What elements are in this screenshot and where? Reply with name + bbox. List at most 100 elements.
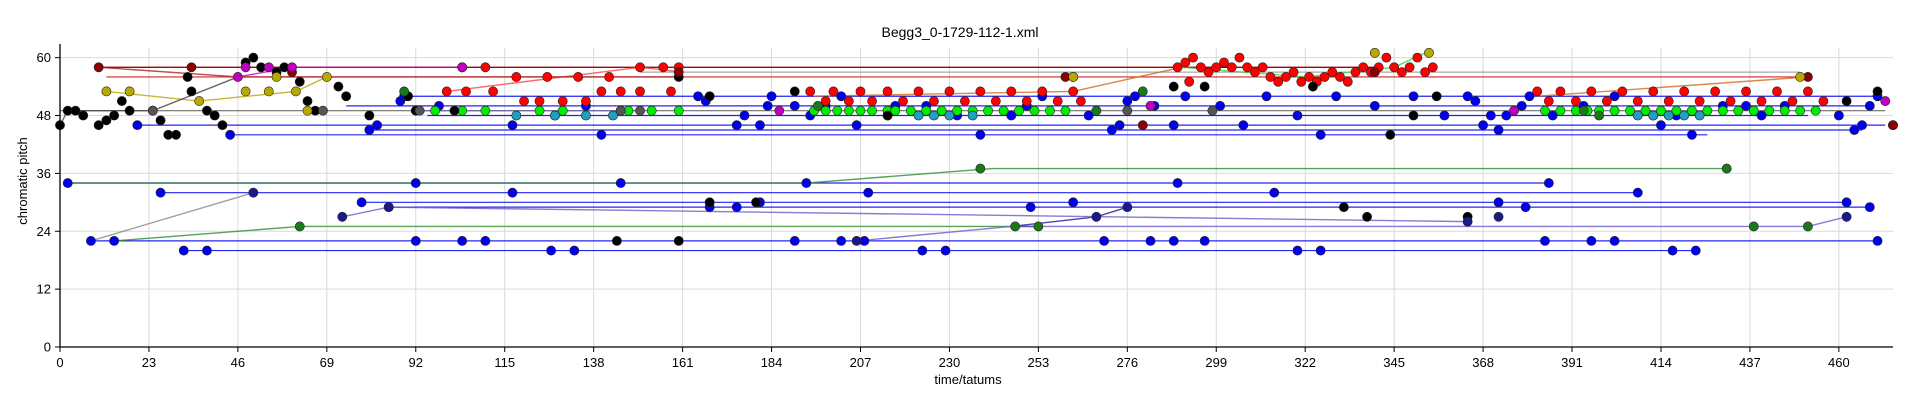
data-point xyxy=(480,105,491,116)
data-point xyxy=(287,62,297,73)
data-point xyxy=(480,236,491,246)
data-point xyxy=(1439,110,1450,121)
data-point xyxy=(364,125,375,135)
data-point xyxy=(1060,105,1071,116)
data-point xyxy=(116,96,127,106)
data-point xyxy=(124,105,135,116)
data-point xyxy=(1578,105,1589,116)
data-point xyxy=(550,110,560,121)
data-point xyxy=(1257,62,1268,73)
data-point xyxy=(1431,91,1442,102)
data-point xyxy=(1818,96,1829,106)
data-point xyxy=(898,96,908,106)
data-point xyxy=(608,110,618,121)
data-point xyxy=(990,96,1001,106)
data-point xyxy=(1795,72,1806,82)
data-point xyxy=(1168,120,1179,131)
data-point xyxy=(1188,52,1198,63)
x-tick-label: 299 xyxy=(1205,355,1227,370)
data-point xyxy=(704,197,715,208)
data-point xyxy=(1025,202,1036,213)
data-point xyxy=(1532,86,1543,97)
data-point xyxy=(1145,236,1156,246)
data-point xyxy=(1137,86,1148,97)
data-point xyxy=(488,86,499,97)
data-point xyxy=(155,115,166,126)
connector-line xyxy=(67,167,1727,184)
data-point xyxy=(1122,105,1133,116)
data-point xyxy=(1226,62,1237,73)
data-point xyxy=(1180,91,1191,102)
data-point xyxy=(372,120,383,131)
data-point xyxy=(1702,105,1713,116)
data-point xyxy=(1145,100,1156,111)
data-point xyxy=(383,202,394,213)
y-axis-label: chromatic pitch xyxy=(15,137,30,224)
data-point xyxy=(1663,110,1674,121)
data-point xyxy=(801,178,812,188)
data-point xyxy=(867,105,877,116)
data-point xyxy=(507,120,518,131)
data-point xyxy=(1462,91,1473,102)
data-point xyxy=(194,96,205,106)
data-point xyxy=(1725,96,1736,106)
data-point xyxy=(1679,86,1690,97)
data-point xyxy=(318,105,328,116)
data-point xyxy=(1540,105,1550,116)
data-point xyxy=(755,120,765,131)
data-point xyxy=(511,110,522,121)
data-point xyxy=(511,72,522,82)
data-point xyxy=(673,105,684,116)
data-point xyxy=(542,72,553,82)
data-point xyxy=(1265,72,1276,82)
data-point xyxy=(1756,96,1767,106)
data-point xyxy=(1748,105,1759,116)
data-point xyxy=(1172,178,1183,188)
data-point xyxy=(1609,236,1620,246)
data-point xyxy=(1756,110,1767,121)
data-point xyxy=(828,86,839,97)
data-point xyxy=(1543,96,1554,106)
data-point xyxy=(1694,96,1705,106)
axes xyxy=(55,44,1893,352)
data-point xyxy=(1694,110,1705,121)
data-point xyxy=(1362,211,1372,222)
data-point xyxy=(940,245,951,256)
data-point xyxy=(913,110,924,121)
data-point xyxy=(929,110,939,121)
data-point xyxy=(1690,245,1701,256)
data-point xyxy=(1803,221,1813,232)
data-point xyxy=(635,62,645,73)
x-tick-label: 115 xyxy=(494,355,515,370)
data-point xyxy=(1273,76,1284,87)
data-point xyxy=(109,236,120,246)
data-point xyxy=(1319,72,1330,82)
data-point xyxy=(461,86,471,97)
data-point xyxy=(1315,245,1326,256)
data-point xyxy=(1219,57,1229,68)
x-tick-label: 207 xyxy=(850,355,872,370)
x-tick-label: 460 xyxy=(1828,355,1850,370)
data-point xyxy=(178,245,189,256)
data-point xyxy=(290,86,301,97)
data-point xyxy=(1609,91,1620,102)
data-point xyxy=(1586,86,1597,97)
data-point xyxy=(836,236,847,246)
data-point xyxy=(186,62,197,73)
data-point xyxy=(209,110,220,121)
data-point xyxy=(294,76,305,87)
data-point xyxy=(1168,81,1179,92)
data-point xyxy=(913,86,924,97)
data-point xyxy=(1292,245,1303,256)
data-point xyxy=(1033,221,1044,232)
data-point xyxy=(1520,202,1531,213)
x-tick-label: 138 xyxy=(583,355,605,370)
data-point xyxy=(1656,120,1666,131)
data-point xyxy=(1006,110,1017,121)
data-point xyxy=(1617,86,1628,97)
data-point xyxy=(202,245,212,256)
connector-line xyxy=(90,192,254,242)
data-point xyxy=(1342,76,1353,87)
